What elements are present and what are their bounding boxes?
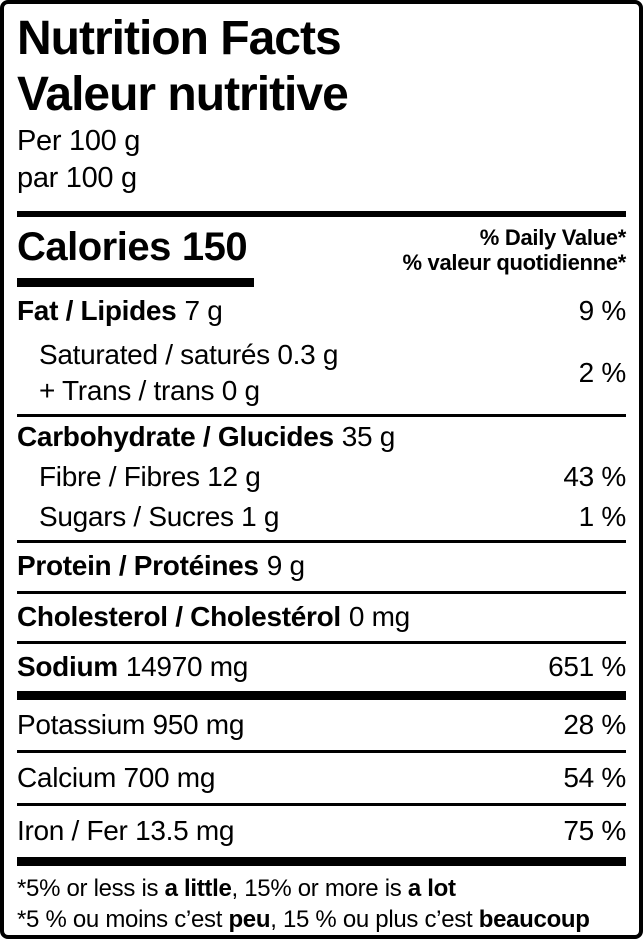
divider-after-carbohydrate (17, 540, 626, 543)
iron-daily-value: 75 % (563, 815, 626, 846)
daily-value-header-french: % valeur quotidienne* (402, 250, 626, 275)
saturated-trans-daily-value: 2 % (578, 357, 627, 388)
header-divider (17, 211, 626, 217)
thick-divider-before-footnote (17, 857, 626, 866)
potassium-daily-value: 28 % (563, 709, 626, 740)
nutrient-row-cholesterol: Cholesterol / Cholestérol 0 mg (17, 594, 626, 641)
sodium-daily-value: 651 % (548, 651, 626, 682)
sugars-daily-value: 1 % (578, 501, 627, 532)
protein-amount: 9 g (266, 550, 305, 581)
thick-divider-after-sodium (17, 691, 626, 700)
calories-section: Calories 150 % Daily Value* % valeur quot… (17, 217, 626, 287)
nutrient-row-calcium: Calcium 700 mg 54 % (17, 753, 626, 803)
calories-value: 150 (181, 225, 248, 269)
nutrient-row-carbohydrate: Carbohydrate / Glucides 35 g (17, 417, 626, 457)
serving-size-english: Per 100 g (17, 125, 141, 157)
nutrient-row-fibre: Fibre / Fibres 12 g 43 % (17, 457, 626, 497)
cholesterol-label: Cholesterol / Cholestérol (17, 601, 341, 632)
divider-after-potassium (17, 750, 626, 753)
footnote-fr-peu: peu (228, 906, 271, 933)
footnote-en-a-little: a little (164, 875, 232, 902)
footnote-en-text: *5% or less is (17, 875, 165, 902)
fat-daily-value: 9 % (578, 295, 627, 326)
calcium-daily-value: 54 % (563, 762, 626, 793)
serving-size-french: par 100 g (17, 162, 137, 194)
nutrient-row-iron: Iron / Fer 13.5 mg 75 % (17, 806, 626, 857)
carbohydrate-amount: 35 g (341, 421, 396, 452)
title-french: Valeur nutritive (17, 68, 349, 121)
sodium-amount: 14970 mg (125, 651, 249, 682)
saturated-fat-line: Saturated / saturés 0.3 g (39, 339, 339, 370)
potassium-label: Potassium 950 mg (17, 709, 245, 740)
footnote-fr-beaucoup: beaucoup (478, 906, 590, 933)
trans-fat-line: + Trans / trans 0 g (39, 375, 260, 406)
footnote-fr-text: *5 % ou moins c’est (17, 906, 229, 933)
calories-label: Calories (17, 225, 171, 269)
footnote-fr-mid: , 15 % ou plus c’est (270, 906, 479, 933)
divider-after-cholesterol (17, 641, 626, 644)
nutrient-row-saturated-trans: Saturated / saturés 0.3 g + Trans / tran… (17, 331, 626, 414)
divider-after-calcium (17, 803, 626, 806)
iron-label: Iron / Fer 13.5 mg (17, 815, 235, 846)
nutrient-row-sodium: Sodium 14970 mg 651 % (17, 644, 626, 691)
calories-underline-bar (17, 278, 254, 287)
cholesterol-amount: 0 mg (348, 601, 410, 632)
fibre-daily-value: 43 % (563, 461, 626, 492)
fat-amount: 7 g (184, 295, 223, 326)
title-english: Nutrition Facts (17, 12, 342, 65)
nutrient-row-potassium: Potassium 950 mg 28 % (17, 700, 626, 750)
sodium-label: Sodium (17, 651, 118, 682)
fibre-label: Fibre / Fibres 12 g (39, 461, 261, 492)
sugars-label: Sugars / Sucres 1 g (39, 501, 280, 532)
nutrient-row-protein: Protein / Protéines 9 g (17, 543, 626, 591)
fat-label: Fat / Lipides (17, 295, 177, 326)
divider-after-fat (17, 414, 626, 417)
protein-label: Protein / Protéines (17, 550, 259, 581)
divider-after-protein (17, 591, 626, 594)
calories-heading: Calories 150 (17, 222, 248, 272)
footnote-french: *5 % ou moins c’est peu, 15 % ou plus c’… (17, 904, 626, 935)
footnote-en-mid: , 15% or more is (231, 875, 408, 902)
daily-value-header-english: % Daily Value* (479, 225, 627, 250)
nutrient-row-fat: Fat / Lipides 7 g 9 % (17, 287, 626, 331)
daily-value-header: % Daily Value* % valeur quotidienne* (402, 222, 626, 275)
calcium-label: Calcium 700 mg (17, 762, 216, 793)
footnote-en-a-lot: a lot (407, 875, 456, 902)
label-header: Nutrition Facts Valeur nutritive Per 100… (17, 4, 626, 211)
nutrient-row-sugars: Sugars / Sucres 1 g 1 % (17, 497, 626, 540)
footnote-english: *5% or less is a little, 15% or more is … (17, 873, 626, 904)
carbohydrate-label: Carbohydrate / Glucides (17, 421, 334, 452)
